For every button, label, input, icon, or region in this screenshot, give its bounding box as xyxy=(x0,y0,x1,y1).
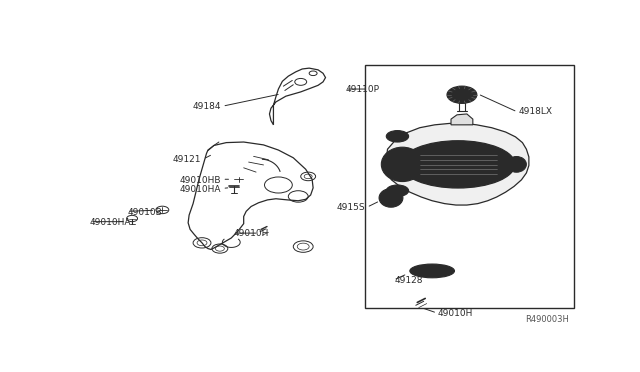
Ellipse shape xyxy=(379,189,403,207)
Ellipse shape xyxy=(381,147,424,182)
Text: 49184: 49184 xyxy=(193,102,221,111)
Circle shape xyxy=(447,86,477,103)
Text: 49010HB: 49010HB xyxy=(180,176,221,185)
Text: 49010HA: 49010HA xyxy=(90,218,131,227)
Ellipse shape xyxy=(387,131,408,142)
Text: 49128: 49128 xyxy=(395,276,424,285)
Ellipse shape xyxy=(388,151,417,177)
Polygon shape xyxy=(451,114,473,125)
Polygon shape xyxy=(385,124,529,205)
Text: 49010B: 49010B xyxy=(127,208,162,217)
Text: 49110P: 49110P xyxy=(346,84,380,93)
Text: 49010HA: 49010HA xyxy=(180,185,221,194)
Text: 49121: 49121 xyxy=(173,155,202,164)
Text: 49010H: 49010H xyxy=(437,310,472,318)
Ellipse shape xyxy=(507,157,527,172)
Text: R490003H: R490003H xyxy=(525,315,568,324)
Text: 49010H: 49010H xyxy=(234,229,269,238)
Ellipse shape xyxy=(401,141,515,188)
Polygon shape xyxy=(269,68,326,125)
Ellipse shape xyxy=(387,185,408,196)
Ellipse shape xyxy=(417,267,447,275)
Polygon shape xyxy=(188,142,313,250)
Text: 4918LX: 4918LX xyxy=(519,108,553,116)
Ellipse shape xyxy=(510,159,523,169)
Ellipse shape xyxy=(408,144,508,185)
Ellipse shape xyxy=(383,192,399,204)
Ellipse shape xyxy=(410,264,454,278)
Bar xyxy=(365,65,573,308)
Circle shape xyxy=(451,89,473,101)
Text: 4915S: 4915S xyxy=(337,203,365,212)
